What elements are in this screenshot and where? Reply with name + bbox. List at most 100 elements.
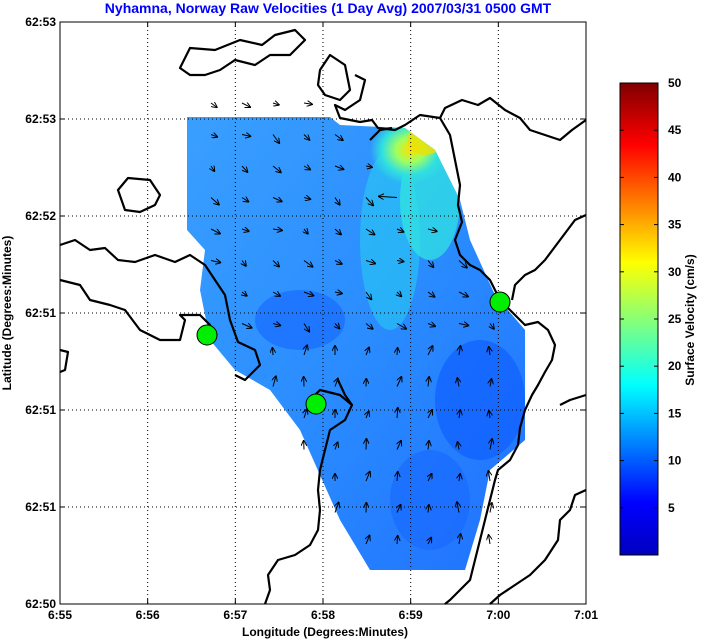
velocity-vector	[272, 198, 282, 202]
velocity-vector	[365, 228, 374, 234]
velocity-vector	[273, 376, 276, 387]
velocity-vector	[365, 291, 371, 299]
colorbar	[619, 82, 659, 556]
velocity-vector	[396, 229, 403, 232]
velocity-vector	[304, 229, 308, 234]
y-tick-label: 62:53	[25, 15, 56, 29]
y-tick-label: 62:50	[25, 597, 56, 611]
colorbar-tick-label: 30	[668, 265, 682, 279]
velocity-vector	[458, 442, 459, 450]
velocity-vector	[428, 441, 429, 450]
velocity-vector	[489, 535, 490, 545]
velocity-vector	[241, 135, 250, 137]
x-tick-label: 6:58	[311, 608, 335, 622]
velocity-vector	[397, 348, 398, 356]
grid-lines	[60, 22, 586, 604]
x-tick-label: 6:57	[223, 608, 247, 622]
velocity-vector	[335, 442, 338, 450]
velocity-vector	[397, 505, 401, 513]
velocity-vector	[303, 134, 309, 140]
velocity-vector	[427, 346, 433, 356]
velocity-vector	[272, 103, 279, 105]
velocity-vector	[241, 198, 248, 202]
velocity-vector	[366, 412, 369, 419]
velocity-vector	[365, 323, 373, 329]
x-tick-label: 6:59	[399, 608, 423, 622]
colorbar-tick-label: 45	[668, 123, 682, 137]
y-tick-label: 62:53	[25, 112, 56, 126]
velocity-vector	[241, 229, 249, 231]
velocity-vector	[303, 166, 310, 170]
velocity-vector	[334, 261, 342, 264]
site-marker[interactable]	[305, 393, 327, 415]
velocity-vector	[241, 324, 252, 328]
velocity-vector	[365, 197, 373, 206]
velocity-vector	[459, 474, 460, 482]
map-title: Nyhamna, Norway Raw Velocities (1 Day Av…	[105, 0, 552, 16]
velocity-vector	[397, 472, 398, 482]
velocity-vector	[366, 472, 370, 482]
velocity-vector	[365, 166, 372, 167]
velocity-vector	[457, 502, 459, 513]
velocity-vector	[304, 345, 307, 356]
velocity-vector	[210, 228, 220, 234]
colorbar-label: Surface Velocity (cm/s)	[683, 254, 697, 385]
colorbar-ticks: 5 10 15 20 25 30 35 40 45 50	[620, 76, 682, 515]
x-tick-label: 7:00	[486, 608, 510, 622]
velocity-vector	[458, 291, 468, 297]
site-marker[interactable]	[489, 291, 511, 313]
velocity-vector	[459, 534, 461, 545]
velocity-vector	[303, 103, 312, 104]
velocity-vector	[458, 324, 468, 326]
velocity-vector	[210, 135, 217, 137]
velocity-vector	[335, 324, 339, 329]
colorbar-tick-label: 35	[668, 218, 682, 232]
colorbar-tick-label: 40	[668, 170, 682, 184]
velocity-vector	[272, 229, 282, 230]
velocity-vector	[490, 324, 494, 329]
x-tick-label: 6:55	[48, 608, 72, 622]
y-axis-label: Latitude (Degrees:Minutes)	[0, 236, 14, 391]
velocity-vector	[458, 260, 467, 268]
velocity-vector	[366, 536, 369, 545]
y-axis: 62:50 62:51 62:51 62:51 62:52 62:53 62:53	[25, 15, 586, 611]
velocity-vector	[272, 134, 279, 143]
velocity-arrows	[210, 103, 494, 545]
colorbar-tick-label: 15	[668, 406, 682, 420]
x-tick-label: 7:01	[574, 608, 598, 622]
colorbar-tick-label: 25	[668, 312, 682, 326]
velocity-vector	[428, 505, 429, 513]
velocity-vector	[428, 410, 432, 419]
velocity-vector	[335, 197, 340, 205]
velocity-vector	[459, 410, 460, 419]
velocity-vector	[272, 292, 280, 296]
velocity-vector	[334, 134, 343, 141]
velocity-vector	[241, 103, 250, 107]
velocity-vector	[210, 261, 220, 263]
velocity-vector	[489, 347, 490, 356]
y-tick-label: 62:52	[25, 209, 56, 223]
velocity-vector	[334, 228, 341, 234]
velocity-vector	[397, 536, 398, 545]
velocity-vector	[210, 197, 219, 205]
velocity-vector	[210, 103, 217, 107]
velocity-vector	[397, 408, 398, 419]
velocity-vector	[397, 292, 401, 296]
velocity-vector	[303, 260, 312, 267]
velocity-vector	[490, 503, 492, 513]
velocity-vector	[272, 348, 273, 356]
velocity-vector	[428, 474, 432, 482]
velocity-vector	[427, 229, 437, 231]
velocity-vector	[396, 323, 406, 329]
velocity-vector	[488, 471, 490, 482]
colorbar-tick-label: 50	[668, 76, 682, 90]
velocity-vector	[242, 261, 246, 266]
colorbar-tick-label: 20	[668, 359, 682, 373]
site-marker[interactable]	[196, 324, 218, 346]
velocity-vector	[272, 165, 281, 172]
velocity-vector	[427, 260, 433, 268]
velocity-vector	[427, 292, 434, 297]
colorbar-tick-label: 10	[668, 454, 682, 468]
velocity-vector	[428, 377, 429, 387]
velocity-vector	[490, 379, 491, 387]
